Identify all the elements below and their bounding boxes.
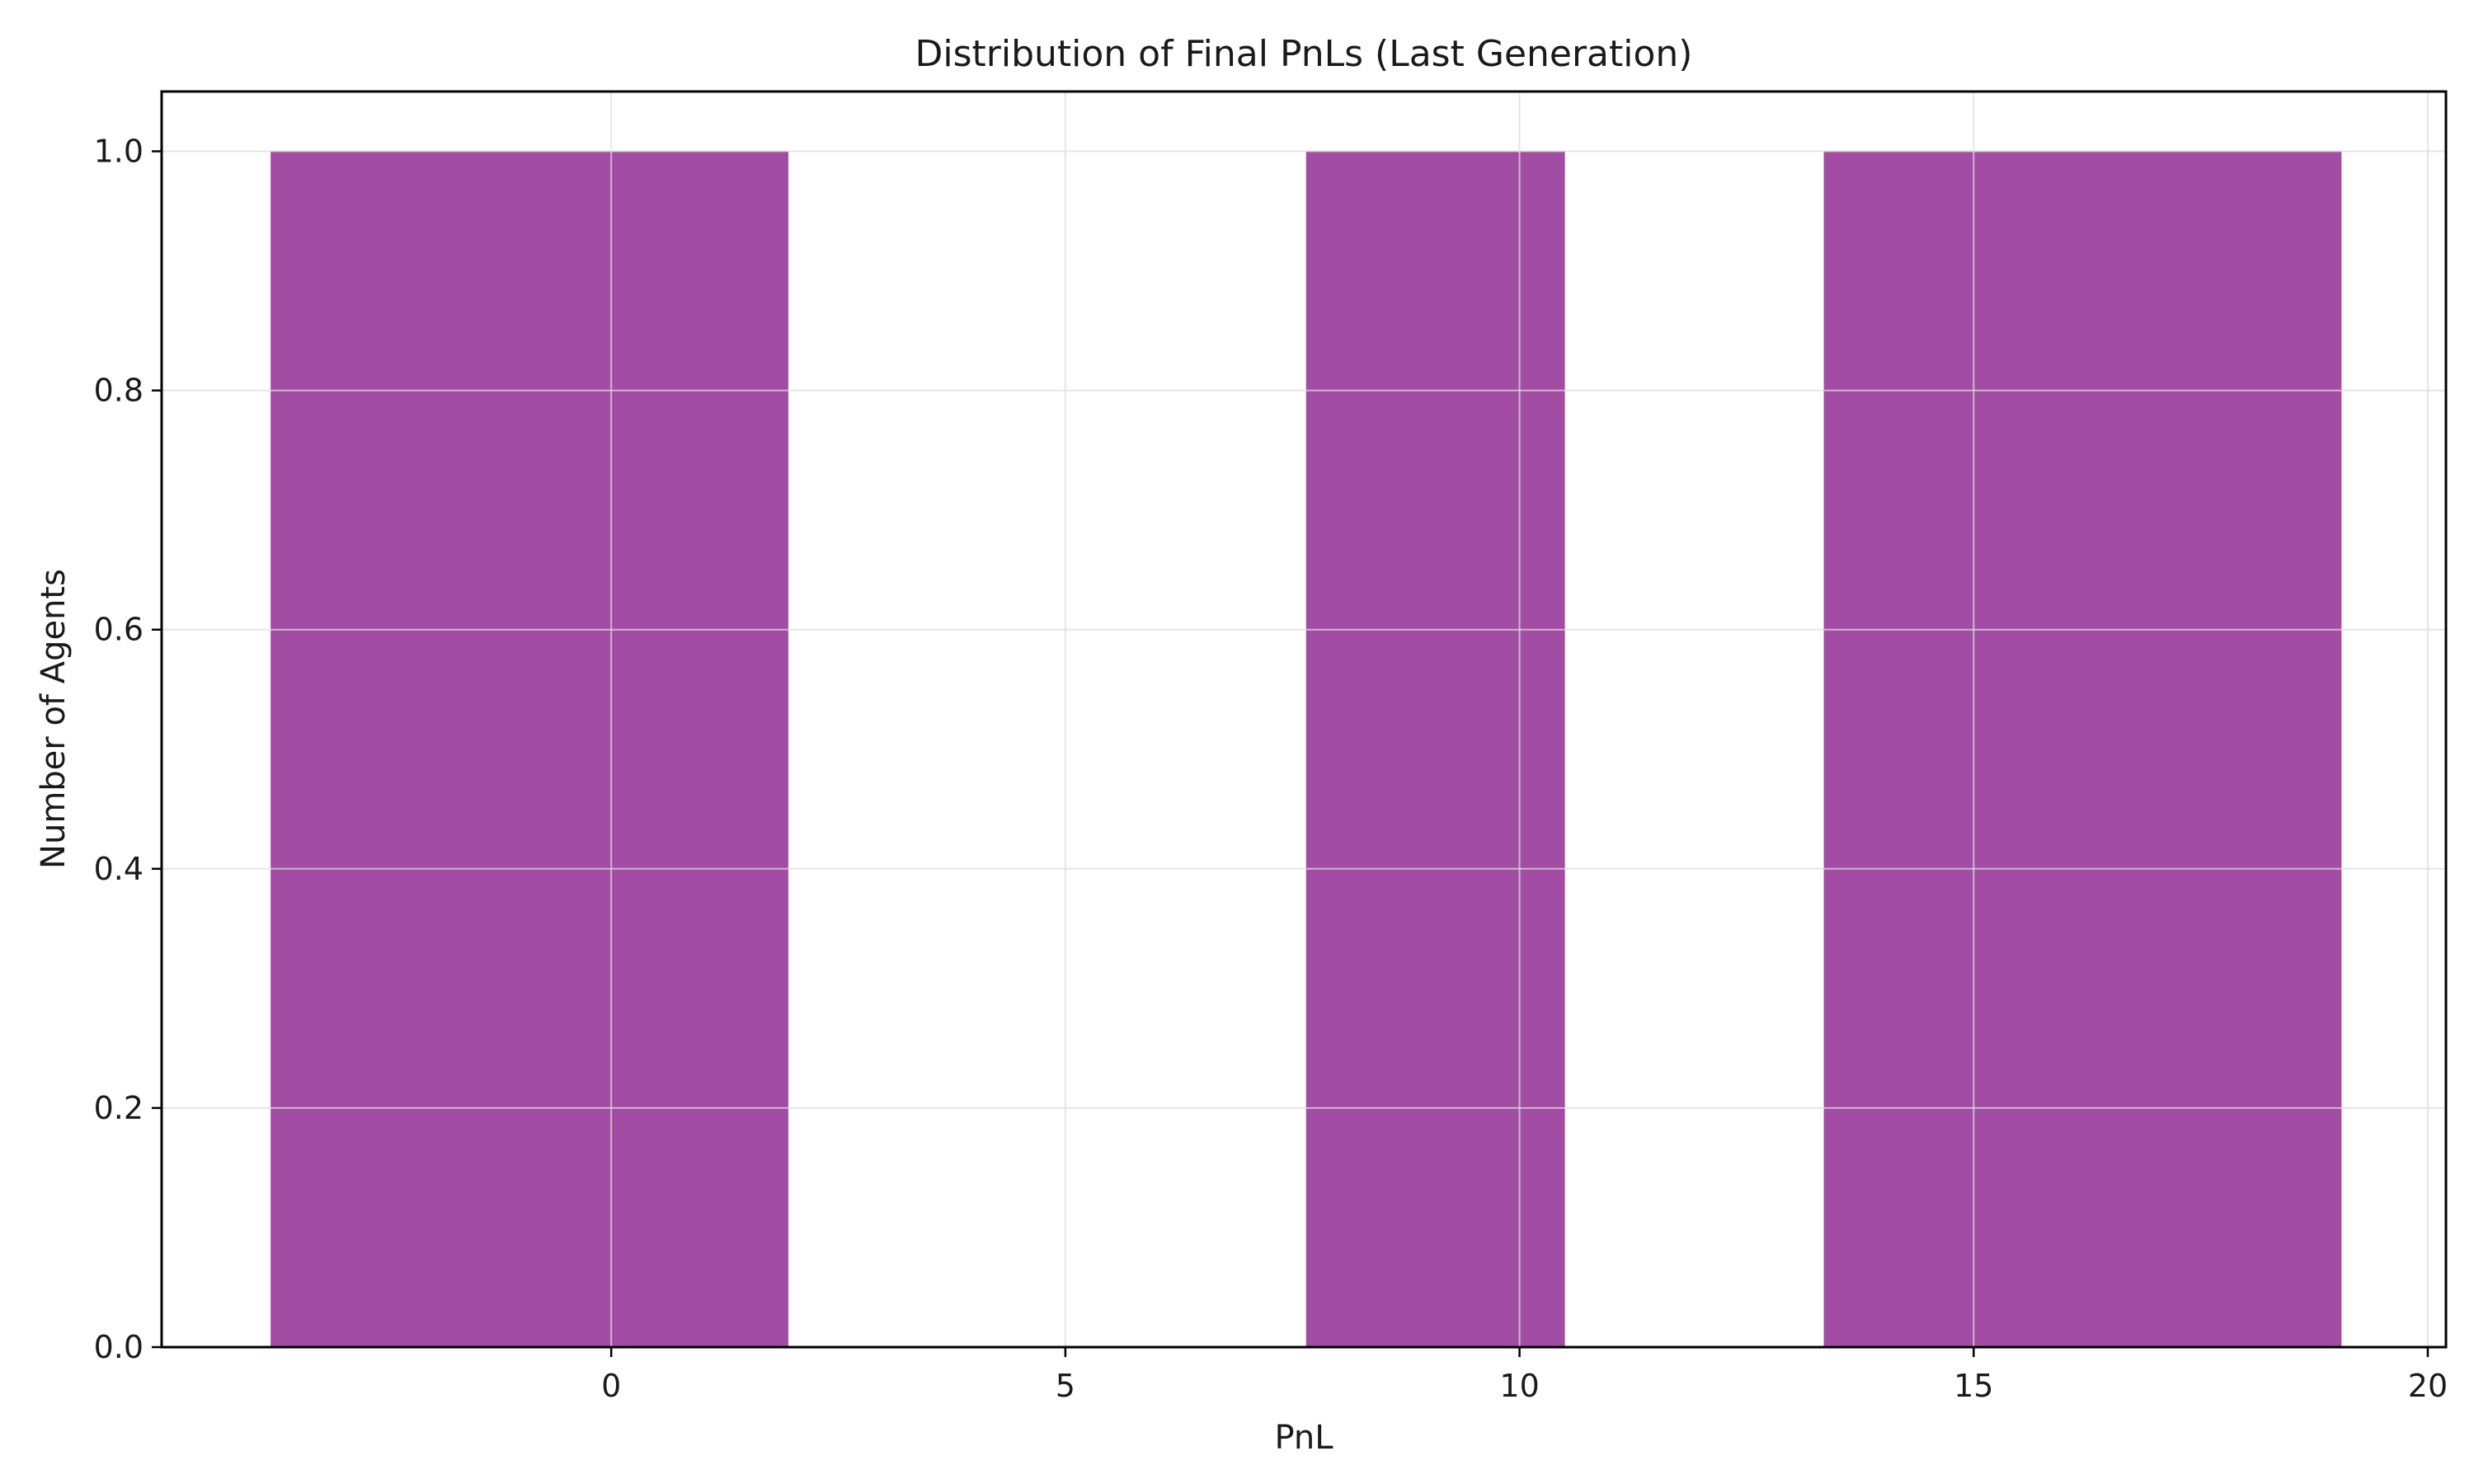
- y-tick-label-1: 0.2: [94, 1090, 143, 1126]
- chart-title: Distribution of Final PnLs (Last Generat…: [915, 33, 1693, 75]
- x-tick-label-2: 10: [1499, 1368, 1539, 1404]
- histogram-bars: [270, 151, 2342, 1347]
- plot-frame: [160, 90, 2448, 1349]
- x-tick-label-4: 20: [2408, 1368, 2448, 1404]
- y-axis-ticks: 0.0 0.2 0.4 0.6 0.8 1.0: [94, 134, 162, 1365]
- x-axis-ticks: 0 5 10 15 20: [601, 1347, 2448, 1404]
- y-tick-label-4: 0.8: [94, 373, 143, 409]
- y-tick-label-5: 1.0: [94, 134, 143, 170]
- y-tick-label-2: 0.4: [94, 851, 143, 887]
- histogram-bar-2: [1305, 151, 1565, 1347]
- y-axis-label: Number of Agents: [35, 569, 73, 869]
- histogram-bar-1: [270, 151, 788, 1347]
- y-tick-label-0: 0.0: [94, 1329, 143, 1365]
- y-tick-label-3: 0.6: [94, 612, 143, 648]
- x-tick-label-1: 5: [1056, 1368, 1075, 1404]
- x-tick-label-3: 15: [1954, 1368, 1993, 1404]
- histogram-bar-3: [1823, 151, 2342, 1347]
- x-axis-label: PnL: [1274, 1419, 1333, 1457]
- x-tick-label-0: 0: [601, 1368, 621, 1404]
